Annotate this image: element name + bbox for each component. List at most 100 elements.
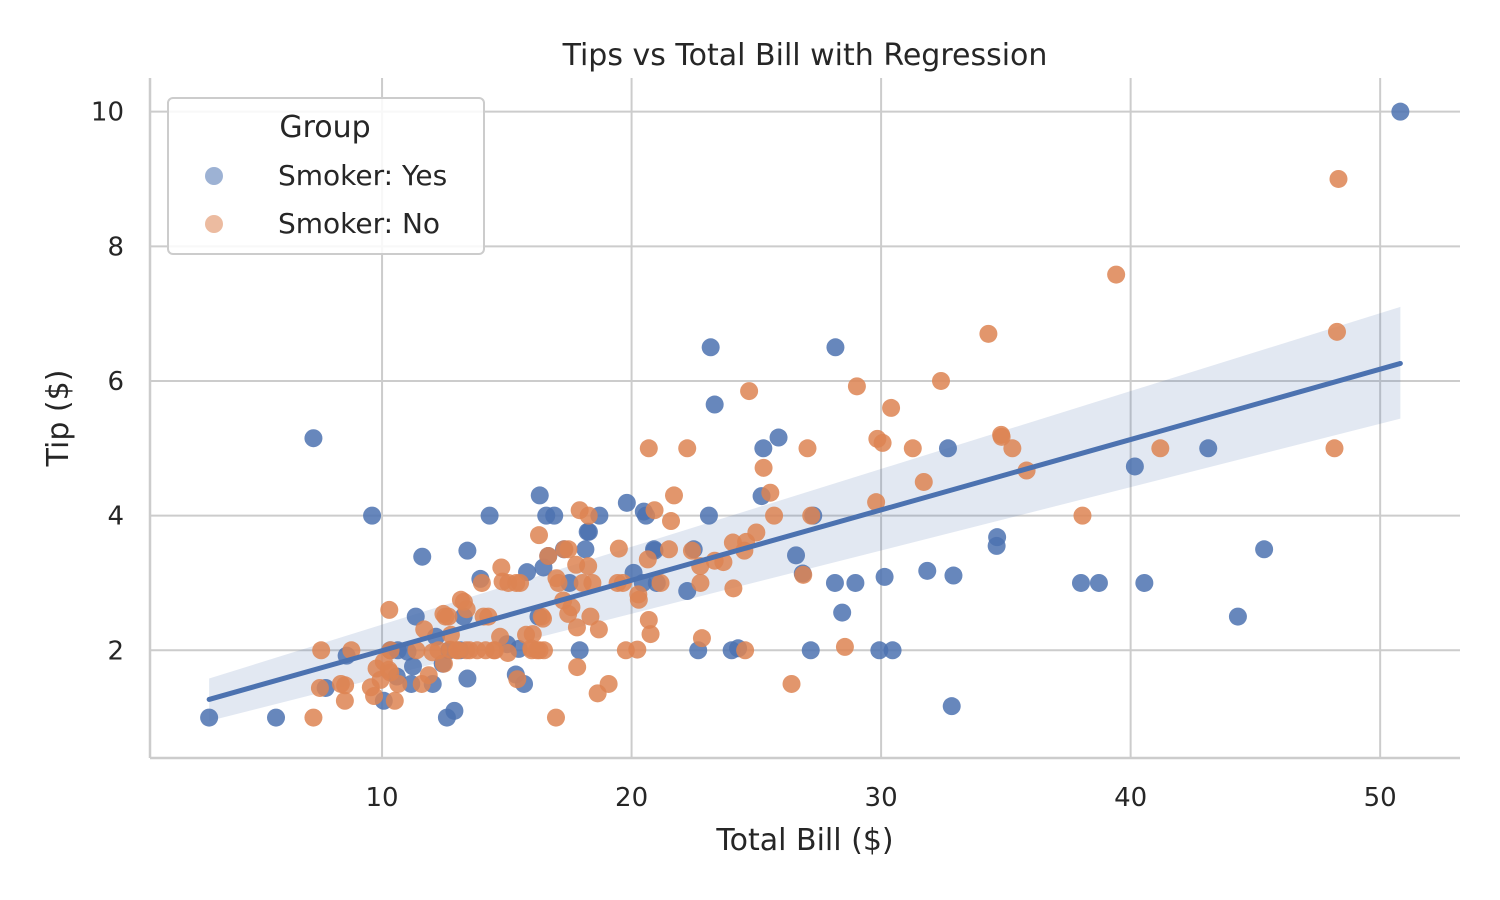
- point-smoker-no: [523, 625, 542, 644]
- y-tick-label: 10: [91, 98, 124, 128]
- point-smoker-no: [645, 501, 664, 520]
- legend-label-smoker-no: Smoker: No: [278, 207, 440, 240]
- point-smoker-yes: [304, 429, 323, 448]
- point-smoker-yes: [988, 528, 1007, 547]
- point-smoker-no: [511, 573, 530, 592]
- point-smoker-yes: [458, 541, 477, 560]
- point-smoker-yes: [570, 641, 589, 660]
- point-smoker-yes: [1071, 573, 1090, 592]
- point-smoker-no: [434, 654, 453, 673]
- point-smoker-no: [579, 506, 598, 525]
- point-smoker-no: [599, 674, 618, 693]
- point-smoker-no: [579, 557, 598, 576]
- point-smoker-yes: [406, 607, 425, 626]
- point-smoker-yes: [413, 547, 432, 566]
- point-smoker-no: [682, 541, 701, 560]
- point-smoker-no: [678, 439, 697, 458]
- y-tick-label: 6: [107, 367, 124, 397]
- x-axis-label: Total Bill ($): [715, 823, 893, 858]
- point-smoker-no: [629, 590, 648, 609]
- legend: Group Smoker: Yes Smoker: No: [167, 97, 485, 255]
- point-smoker-no: [736, 641, 755, 660]
- point-smoker-yes: [705, 395, 724, 414]
- point-smoker-no: [1073, 506, 1092, 525]
- point-smoker-no: [802, 506, 821, 525]
- x-tick-label: 40: [1114, 783, 1147, 813]
- point-smoker-no: [491, 627, 510, 646]
- point-smoker-no: [835, 637, 854, 656]
- point-smoker-no: [530, 526, 549, 545]
- regression-line: [206, 360, 1403, 702]
- point-smoker-no: [380, 600, 399, 619]
- point-smoker-yes: [458, 669, 477, 688]
- y-tick-label: 8: [107, 232, 124, 262]
- point-smoker-no: [1329, 169, 1348, 188]
- point-smoker-yes: [1228, 607, 1247, 626]
- point-smoker-no: [559, 540, 578, 559]
- point-smoker-no: [724, 579, 743, 598]
- point-smoker-yes: [1255, 540, 1274, 559]
- point-smoker-no: [1327, 322, 1346, 341]
- point-smoker-no: [562, 598, 581, 617]
- point-smoker-no: [336, 676, 355, 695]
- x-tick-label: 30: [865, 783, 898, 813]
- point-smoker-yes: [480, 506, 499, 525]
- point-smoker-no: [385, 691, 404, 710]
- point-smoker-yes: [883, 641, 902, 660]
- point-smoker-no: [794, 565, 813, 584]
- y-axis-label: Tip ($): [41, 370, 76, 468]
- point-smoker-yes: [363, 506, 382, 525]
- point-smoker-no: [589, 620, 608, 639]
- point-smoker-no: [639, 439, 658, 458]
- point-smoker-no: [568, 658, 587, 677]
- point-smoker-yes: [403, 657, 422, 676]
- point-smoker-yes: [833, 603, 852, 622]
- legend-marker-smoker-yes: [205, 167, 223, 185]
- legend-marker-smoker-no: [205, 215, 223, 233]
- point-smoker-no: [662, 512, 681, 531]
- point-smoker-no: [765, 506, 784, 525]
- regression-line-group: [206, 360, 1403, 702]
- point-smoker-no: [439, 607, 458, 626]
- point-smoker-yes: [200, 708, 219, 727]
- x-tick-label: 20: [615, 783, 648, 813]
- point-smoker-yes: [1125, 457, 1144, 476]
- x-tick-labels: 10 20 30 40 50: [366, 783, 1397, 813]
- point-smoker-yes: [870, 641, 889, 660]
- point-smoker-no: [992, 427, 1011, 446]
- point-smoker-yes: [701, 338, 720, 357]
- point-smoker-no: [914, 472, 933, 491]
- point-smoker-yes: [942, 697, 961, 716]
- point-smoker-no: [508, 670, 527, 689]
- x-tick-label: 10: [366, 783, 399, 813]
- point-smoker-no: [549, 573, 568, 592]
- point-smoker-yes: [801, 641, 820, 660]
- point-smoker-yes: [1199, 439, 1218, 458]
- point-smoker-yes: [445, 701, 464, 720]
- point-smoker-yes: [918, 561, 937, 580]
- point-smoker-no: [847, 377, 866, 396]
- point-smoker-no: [609, 539, 628, 558]
- point-smoker-no: [312, 641, 331, 660]
- point-smoker-yes: [769, 428, 788, 447]
- legend-title: Group: [279, 110, 370, 145]
- point-smoker-no: [638, 550, 657, 569]
- point-smoker-no: [660, 540, 679, 559]
- point-smoker-yes: [545, 506, 564, 525]
- point-smoker-yes: [530, 486, 549, 505]
- legend-box: [167, 97, 485, 255]
- point-smoker-no: [498, 643, 517, 662]
- point-smoker-no: [873, 433, 892, 452]
- point-smoker-no: [903, 439, 922, 458]
- point-smoker-no: [407, 641, 426, 660]
- point-smoker-no: [1151, 439, 1170, 458]
- point-smoker-no: [931, 371, 950, 390]
- point-smoker-no: [581, 607, 600, 626]
- point-smoker-no: [692, 629, 711, 648]
- legend-label-smoker-yes: Smoker: Yes: [278, 159, 447, 192]
- point-smoker-no: [782, 674, 801, 693]
- point-smoker-yes: [846, 573, 865, 592]
- point-smoker-no: [665, 486, 683, 505]
- point-smoker-yes: [826, 338, 845, 357]
